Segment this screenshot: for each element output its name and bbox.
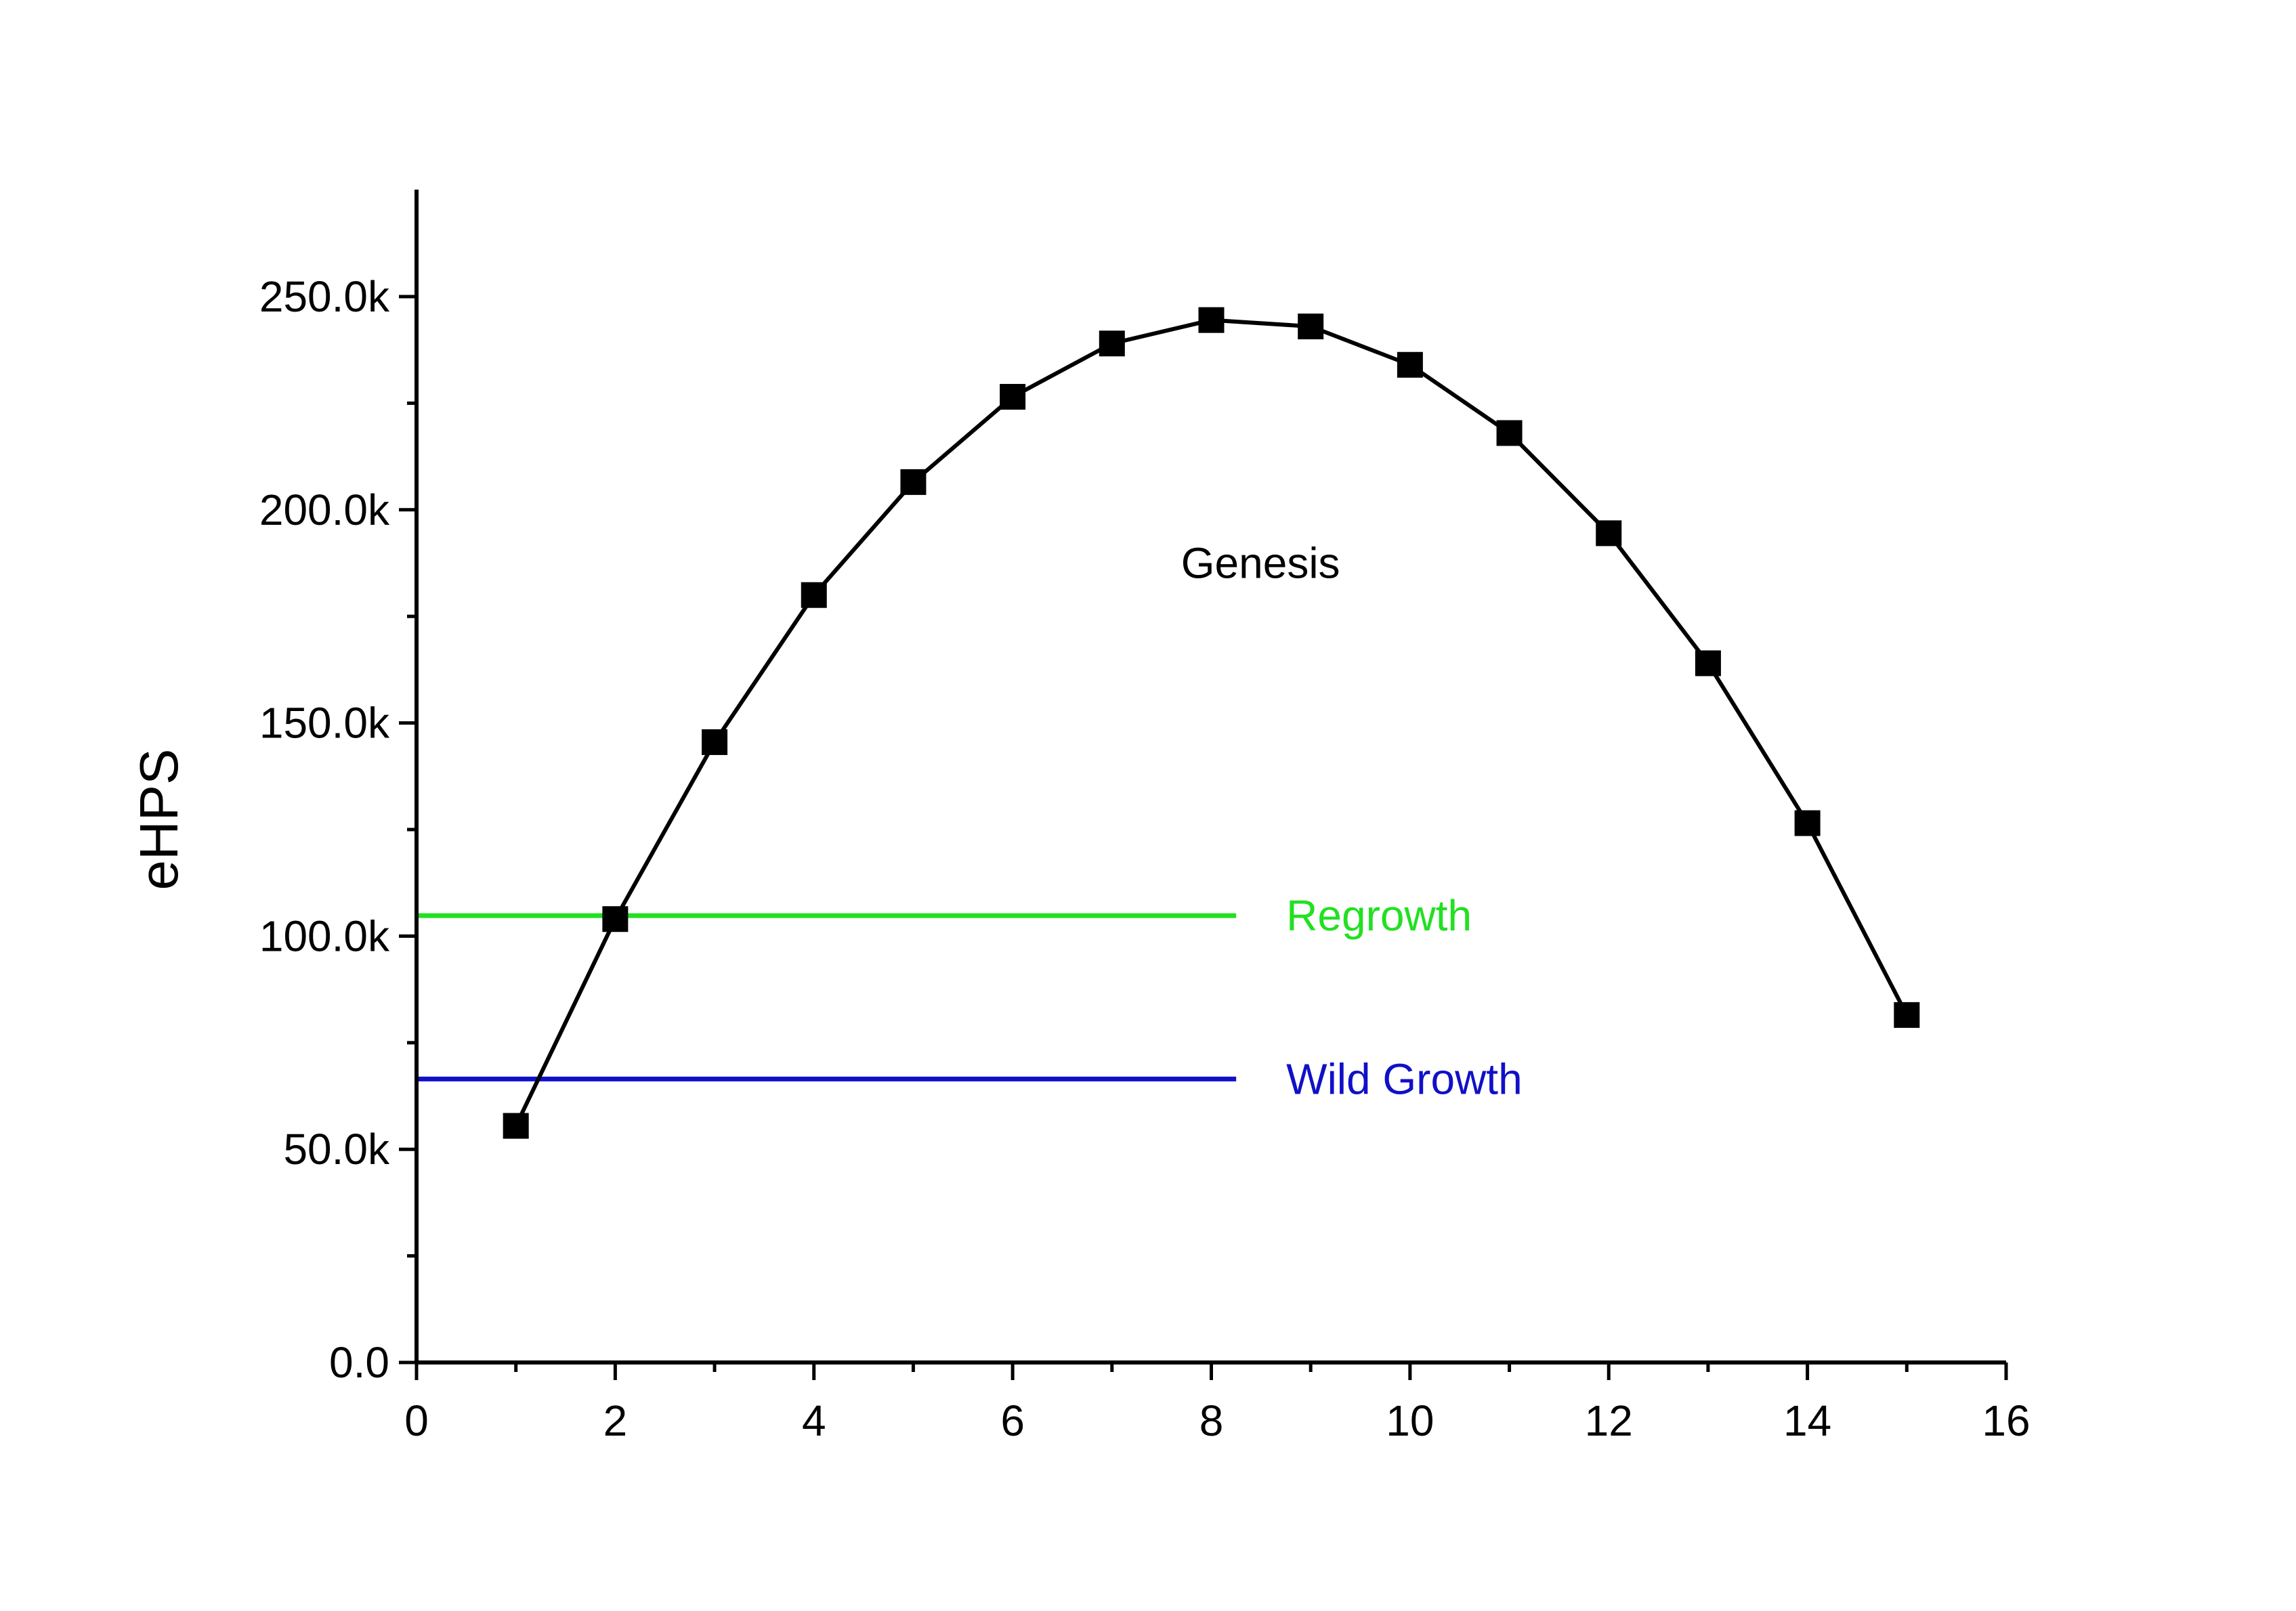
series-line [513,318,1909,1127]
x-tick-label: 14 [1783,1396,1831,1445]
reference-lines [417,913,1237,1081]
y-axis-title: eHPS [129,749,189,890]
series-label-genesis: Genesis [1181,539,1340,588]
x-tick-label: 4 [802,1396,826,1445]
data-point [1596,520,1622,546]
data-point [602,906,629,932]
reference-label-regrowth: Regrowth [1286,891,1472,940]
reference-label-wild-growth: Wild Growth [1286,1054,1523,1103]
data-point [1198,307,1225,333]
data-point [1000,383,1026,410]
data-point [1397,351,1423,378]
data-point [702,729,728,755]
series-genesis [503,307,1920,1139]
x-tick-label: 10 [1386,1396,1434,1445]
y-tick-label: 100.0k [259,911,390,960]
x-axis-ticks: 0 2 4 6 8 10 12 14 16 [404,1362,2031,1445]
data-point [1298,314,1324,340]
annotations: Regrowth Wild Growth Genesis [1181,539,1523,1104]
data-point [503,1113,529,1139]
data-point [801,582,827,608]
x-tick-label: 6 [1000,1396,1025,1445]
data-point [1496,420,1523,446]
x-tick-label: 12 [1585,1396,1633,1445]
y-tick-label: 250.0k [259,272,390,321]
y-tick-label: 50.0k [283,1125,390,1174]
y-tick-label: 0.0 [329,1338,389,1387]
axes: 0.0 50.0k 100.0k 150.0k 200.0k 250.0k 0 2 4 6 8 10… [259,190,2031,1445]
y-tick-label: 200.0k [259,486,390,534]
x-tick-label: 16 [1982,1396,2030,1445]
x-tick-label: 2 [603,1396,628,1445]
x-tick-label: 0 [404,1396,429,1445]
data-point [1894,1002,1920,1028]
y-axis-ticks: 0.0 50.0k 100.0k 150.0k 200.0k 250.0k [259,272,417,1387]
data-point [900,469,927,495]
data-point [1099,330,1125,357]
data-point [1695,650,1721,676]
y-tick-label: 150.0k [259,699,390,748]
x-tick-label: 8 [1199,1396,1224,1445]
data-point [1794,810,1821,836]
